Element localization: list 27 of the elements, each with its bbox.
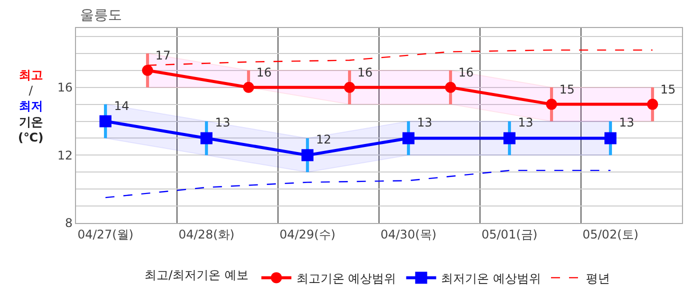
data-label: 16 [357,65,373,80]
legend-label: 평년 [586,271,610,286]
data-label: 14 [114,98,130,113]
chart-title: 울릉도 [80,8,122,24]
legend-title: 최고/최저기온 예보 [144,268,248,282]
x-tick-label: 05/02(토) [582,227,638,242]
y-axis-title: 최고/최저 기온 (℃) [18,68,44,144]
data-label: 12 [316,132,332,147]
data-label: 13 [518,116,534,130]
x-tick-label: 04/27(월) [77,227,134,242]
legend-label: 최고기온 예상범위 [296,271,396,286]
x-tick-label: 04/29(수) [279,227,336,242]
data-label: 13 [214,116,230,130]
data-label: 13 [416,116,432,130]
x-tick-label: 05/01(금) [481,227,538,242]
data-label: 13 [618,116,634,130]
data-label: 16 [256,65,272,80]
legend-label: 최저기온 예상범위 [441,271,542,286]
data-label: 15 [660,82,676,96]
y-tick-label: 12 [57,148,73,162]
x-tick-label: 04/30(목) [380,227,436,242]
data-label: 15 [559,82,575,96]
data-label: 16 [458,65,474,80]
y-tick-label: 8 [64,216,73,230]
data-label: 17 [155,48,171,63]
x-tick-label: 04/28(화) [178,227,234,242]
y-tick-label: 16 [57,80,73,95]
